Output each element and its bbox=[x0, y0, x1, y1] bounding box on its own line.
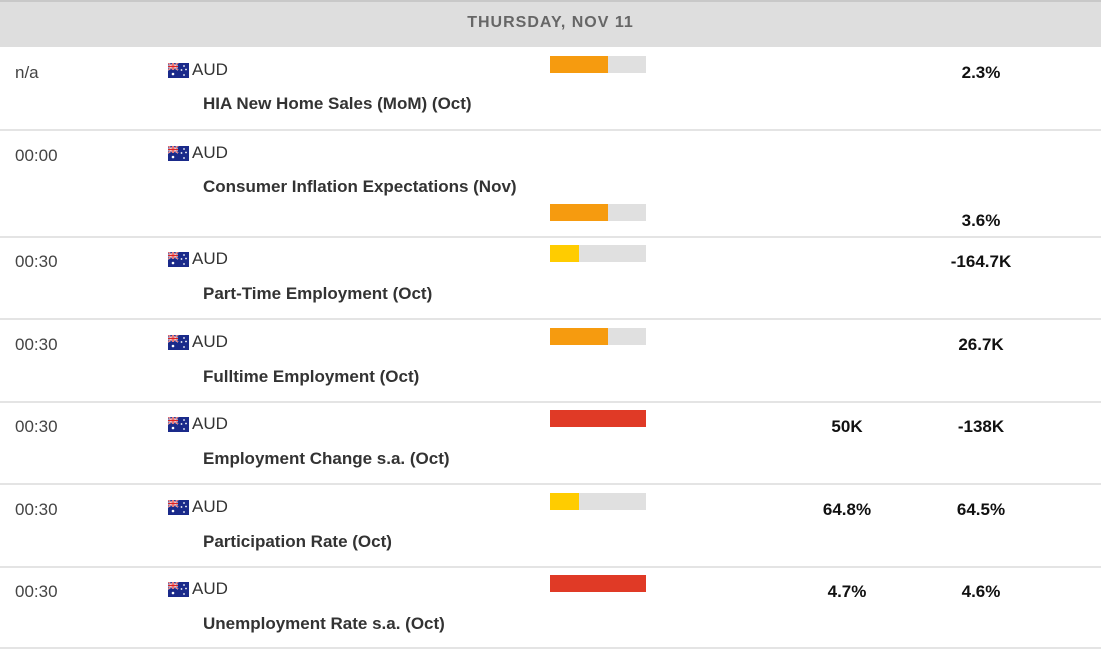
event-row[interactable]: 00:30 AUD Unemployment Rate s.a. (Oct) 4… bbox=[0, 568, 1101, 649]
event-time: 00:30 bbox=[15, 252, 58, 271]
impact-fill bbox=[550, 328, 608, 345]
event-name[interactable]: Consumer Inflation Expectations (Nov) bbox=[203, 177, 517, 196]
event-name[interactable]: Unemployment Rate s.a. (Oct) bbox=[203, 614, 445, 633]
event-forecast: 50K bbox=[831, 417, 863, 436]
impact-fill bbox=[550, 493, 579, 510]
event-currency: AUD bbox=[168, 60, 228, 80]
impact-fill bbox=[550, 56, 608, 73]
currency-code: AUD bbox=[192, 414, 228, 433]
event-currency: AUD bbox=[168, 332, 228, 352]
impact-bar bbox=[550, 328, 646, 345]
event-row[interactable]: 00:00 AUD Consumer Inflation Expectation… bbox=[0, 131, 1101, 238]
currency-code: AUD bbox=[192, 249, 228, 268]
currency-code: AUD bbox=[192, 579, 228, 598]
currency-code: AUD bbox=[192, 60, 228, 79]
event-time: 00:30 bbox=[15, 500, 58, 519]
event-previous: 64.5% bbox=[956, 500, 1006, 519]
currency-code: AUD bbox=[192, 332, 228, 351]
event-name[interactable]: Participation Rate (Oct) bbox=[203, 532, 392, 551]
impact-fill bbox=[550, 245, 579, 262]
impact-bar bbox=[550, 245, 646, 262]
event-previous: 4.6% bbox=[961, 582, 1001, 601]
event-currency: AUD bbox=[168, 143, 228, 163]
event-name[interactable]: Part-Time Employment (Oct) bbox=[203, 284, 433, 303]
event-previous: 26.7K bbox=[958, 335, 1004, 354]
event-currency: AUD bbox=[168, 497, 228, 517]
event-previous: -138K bbox=[957, 417, 1005, 436]
event-name[interactable]: Employment Change s.a. (Oct) bbox=[203, 449, 450, 468]
event-row[interactable]: 00:30 AUD Participation Rate (Oct) 64.8%… bbox=[0, 485, 1101, 568]
day-header: THURSDAY, NOV 11 bbox=[0, 0, 1101, 47]
event-previous: 2.3% bbox=[961, 63, 1001, 82]
impact-fill bbox=[550, 410, 646, 427]
event-forecast: 4.7% bbox=[827, 582, 867, 601]
impact-bar bbox=[550, 204, 646, 221]
event-time: 00:30 bbox=[15, 417, 58, 436]
australia-flag-icon bbox=[168, 62, 189, 78]
impact-fill bbox=[550, 204, 608, 221]
impact-fill bbox=[550, 575, 646, 592]
event-previous: 3.6% bbox=[961, 211, 1001, 230]
impact-bar bbox=[550, 575, 646, 592]
event-row[interactable]: n/a AUD HIA New Home Sales (MoM) (Oct) 2… bbox=[0, 47, 1101, 131]
event-currency: AUD bbox=[168, 579, 228, 599]
event-row[interactable]: 00:30 AUD Part-Time Employment (Oct) -16… bbox=[0, 238, 1101, 320]
event-time: n/a bbox=[15, 63, 39, 82]
event-time: 00:30 bbox=[15, 582, 58, 601]
event-forecast: 64.8% bbox=[822, 500, 872, 519]
event-time: 00:30 bbox=[15, 335, 58, 354]
event-currency: AUD bbox=[168, 414, 228, 434]
event-time: 00:00 bbox=[15, 146, 58, 165]
event-name[interactable]: Fulltime Employment (Oct) bbox=[203, 367, 420, 386]
australia-flag-icon bbox=[168, 581, 189, 597]
australia-flag-icon bbox=[168, 145, 189, 161]
australia-flag-icon bbox=[168, 416, 189, 432]
australia-flag-icon bbox=[168, 251, 189, 267]
impact-bar bbox=[550, 493, 646, 510]
event-previous: -164.7K bbox=[950, 252, 1012, 271]
currency-code: AUD bbox=[192, 497, 228, 516]
australia-flag-icon bbox=[168, 334, 189, 350]
currency-code: AUD bbox=[192, 143, 228, 162]
impact-bar bbox=[550, 56, 646, 73]
event-name[interactable]: HIA New Home Sales (MoM) (Oct) bbox=[203, 94, 472, 113]
event-currency: AUD bbox=[168, 249, 228, 269]
australia-flag-icon bbox=[168, 499, 189, 515]
event-row[interactable]: 00:30 AUD Employment Change s.a. (Oct) 5… bbox=[0, 403, 1101, 485]
impact-bar bbox=[550, 410, 646, 427]
event-row[interactable]: 00:30 AUD Fulltime Employment (Oct) 26.7… bbox=[0, 320, 1101, 403]
